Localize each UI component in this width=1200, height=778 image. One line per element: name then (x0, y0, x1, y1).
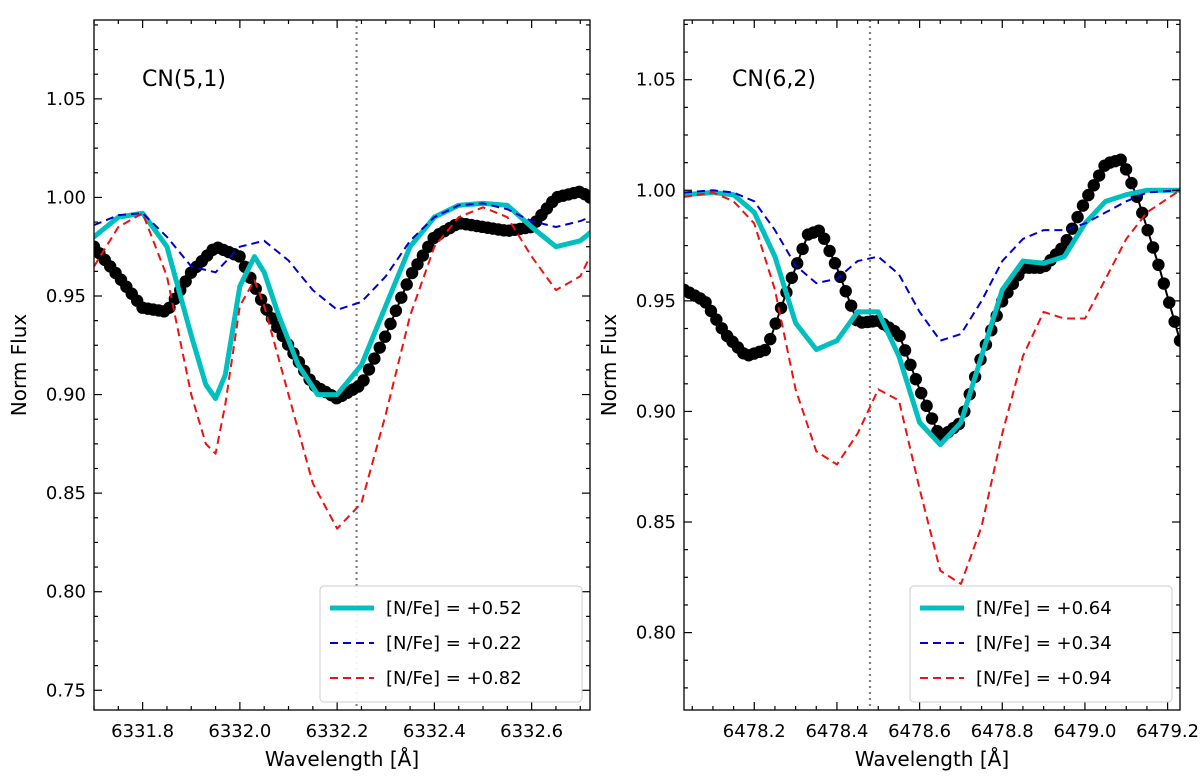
panel-0-x-tick-label: 6331.8 (111, 721, 174, 742)
panel-0-legend-label-2: [N/Fe] = +0.82 (386, 668, 522, 689)
panel-1-band-annotation: CN(6,2) (732, 67, 816, 92)
panel-0-legend-label-0: [N/Fe] = +0.52 (386, 598, 522, 619)
panel-1-observed-point (1152, 258, 1165, 272)
panel-0-axes-frame (93, 19, 591, 711)
panel-1-observed-point (1141, 223, 1154, 237)
panel-0-y-tick-label: 0.90 (46, 385, 86, 406)
panel-1-observed-point (1163, 296, 1176, 309)
panel-1-observed-point (817, 232, 831, 245)
panel-0-band-annotation: CN(5,1) (142, 67, 226, 92)
panel-0-plot-content (94, 20, 590, 710)
panel-1-y-axis-label: Norm Flux (597, 314, 621, 417)
panel-1-x-axis-label: Wavelength [Å] (855, 747, 1009, 771)
panel-1-observed-point (769, 317, 782, 330)
panel-1-y-tick-label: 0.80 (636, 623, 676, 644)
panel-1-observed-point (893, 329, 906, 343)
panel-right: 6478.2 6478.4 6478.6 6478.8 6479.0 6479.2 0.80… (597, 19, 1199, 771)
panel-1-series-2-line (684, 189, 1180, 585)
panel-0-observed-point (389, 304, 403, 317)
panel-1-observed-point (1114, 153, 1127, 166)
panel-1-y-tick-label: 0.85 (636, 512, 676, 533)
panel-0-x-axis-label: Wavelength [Å] (265, 747, 419, 771)
panel-0-series-1-line (94, 202, 590, 311)
panel-left: 6331.8 6332.0 6332.2 6332.4 6332.6 0.75 0.80 0.… (7, 19, 591, 771)
panel-0-x-tick-label: 6332.6 (500, 721, 563, 742)
panel-1-observed-point (920, 399, 933, 413)
panel-0-observed-point (368, 352, 381, 365)
panel-1-x-tick-label: 6478.4 (805, 721, 868, 742)
panel-1-observed-point (785, 271, 799, 284)
panel-1-y-tick-label: 0.95 (636, 291, 676, 312)
panel-1-observed-point (898, 344, 912, 357)
panel-1-observed-point (1168, 315, 1180, 328)
panel-0-legend-box (319, 585, 583, 703)
panel-0-x-tick-label: 6332.4 (403, 721, 466, 742)
panel-1-observed-point (844, 299, 858, 312)
panel-1-observed-point (1119, 163, 1133, 176)
panel-1-observed-point (839, 285, 852, 298)
panel-0-observed-point (233, 250, 246, 263)
panel-1-observed-point (1087, 179, 1100, 192)
panel-0-observed-point (378, 330, 392, 343)
panel-1-axes-frame (683, 19, 1181, 711)
panel-1-y-tick-label: 0.90 (636, 401, 676, 422)
panel-0-legend-label-1: [N/Fe] = +0.22 (386, 633, 522, 654)
panel-0-y-tick-label: 0.85 (46, 483, 86, 504)
panel-0-observed-point (384, 317, 397, 331)
panel-0-observed-point (400, 278, 413, 291)
panel-0-y-tick-label: 0.95 (46, 286, 86, 307)
panel-1-plot-content (684, 20, 1180, 710)
panel-0-x-tick-label: 6332.0 (208, 721, 271, 742)
panel-0-y-tick-label: 0.80 (46, 582, 86, 603)
panel-1-observed-point (791, 257, 804, 270)
panel-0-observed-point (395, 291, 408, 304)
panel-0-y-tick-label: 1.05 (46, 89, 86, 110)
panel-1-observed-point (904, 358, 917, 372)
panel-1-legend: [N/Fe] = +0.64 [N/Fe] = +0.34 [N/Fe] = +0.… (909, 585, 1173, 703)
panel-1-observed-point (1173, 334, 1180, 347)
panel-1-x-tick-label: 6479.0 (1053, 721, 1116, 742)
panel-0-observed-point (373, 341, 386, 354)
panel-1-observed-point (774, 301, 788, 315)
panel-1-observed-point (828, 257, 842, 270)
panel-1-x-tick-label: 6478.6 (888, 721, 951, 742)
panel-1-series-0-line (684, 187, 1180, 448)
panel-0-y-axis-label: Norm Flux (7, 314, 31, 417)
panel-1-observed-point (915, 386, 928, 400)
panel-1-observed-point (823, 244, 836, 258)
panel-1-observed-point (1125, 176, 1138, 190)
panel-1-observed-point (909, 373, 923, 386)
panel-1-observed-point (1157, 277, 1171, 290)
panel-1-y-tick-label: 1.00 (636, 180, 676, 201)
panel-1-observed-point (796, 242, 809, 256)
panel-1-x-tick-label: 6479.2 (1136, 721, 1199, 742)
panel-0-series-2-line (94, 206, 590, 530)
panel-1-observed-point (758, 343, 772, 357)
panel-0-series-0-line (94, 200, 590, 402)
panel-0-y-tick-label: 0.75 (46, 680, 86, 701)
panel-1-observed-point (1071, 210, 1084, 224)
panel-1-y-tick-label: 1.05 (636, 70, 676, 91)
panel-1-observed-point (1076, 199, 1090, 212)
panel-1-observed-point (925, 412, 939, 425)
panel-0-observed-point (362, 363, 376, 376)
panel-1-x-tick-label: 6478.8 (971, 721, 1034, 742)
panel-1-legend-label-0: [N/Fe] = +0.64 (976, 598, 1112, 619)
panel-1-legend-box (909, 585, 1173, 703)
panel-0-observed-point (357, 374, 370, 387)
panel-0-observed-point (249, 282, 262, 295)
panel-0-x-tick-label: 6332.2 (306, 721, 369, 742)
panel-1-x-tick-label: 6478.2 (723, 721, 786, 742)
panel-1-observed-point (1065, 222, 1079, 235)
panel-1-observed-point (1092, 169, 1106, 182)
panel-1-observed-point (1082, 188, 1095, 202)
panel-1-observed-point (1146, 241, 1160, 254)
panel-1-legend-label-1: [N/Fe] = +0.34 (976, 633, 1112, 654)
panel-1-observed-point (764, 332, 777, 346)
panel-0-legend: [N/Fe] = +0.52 [N/Fe] = +0.22 [N/Fe] = +0.… (319, 585, 583, 703)
panel-1-legend-label-2: [N/Fe] = +0.94 (976, 668, 1112, 689)
panel-0-y-tick-label: 1.00 (46, 187, 86, 208)
